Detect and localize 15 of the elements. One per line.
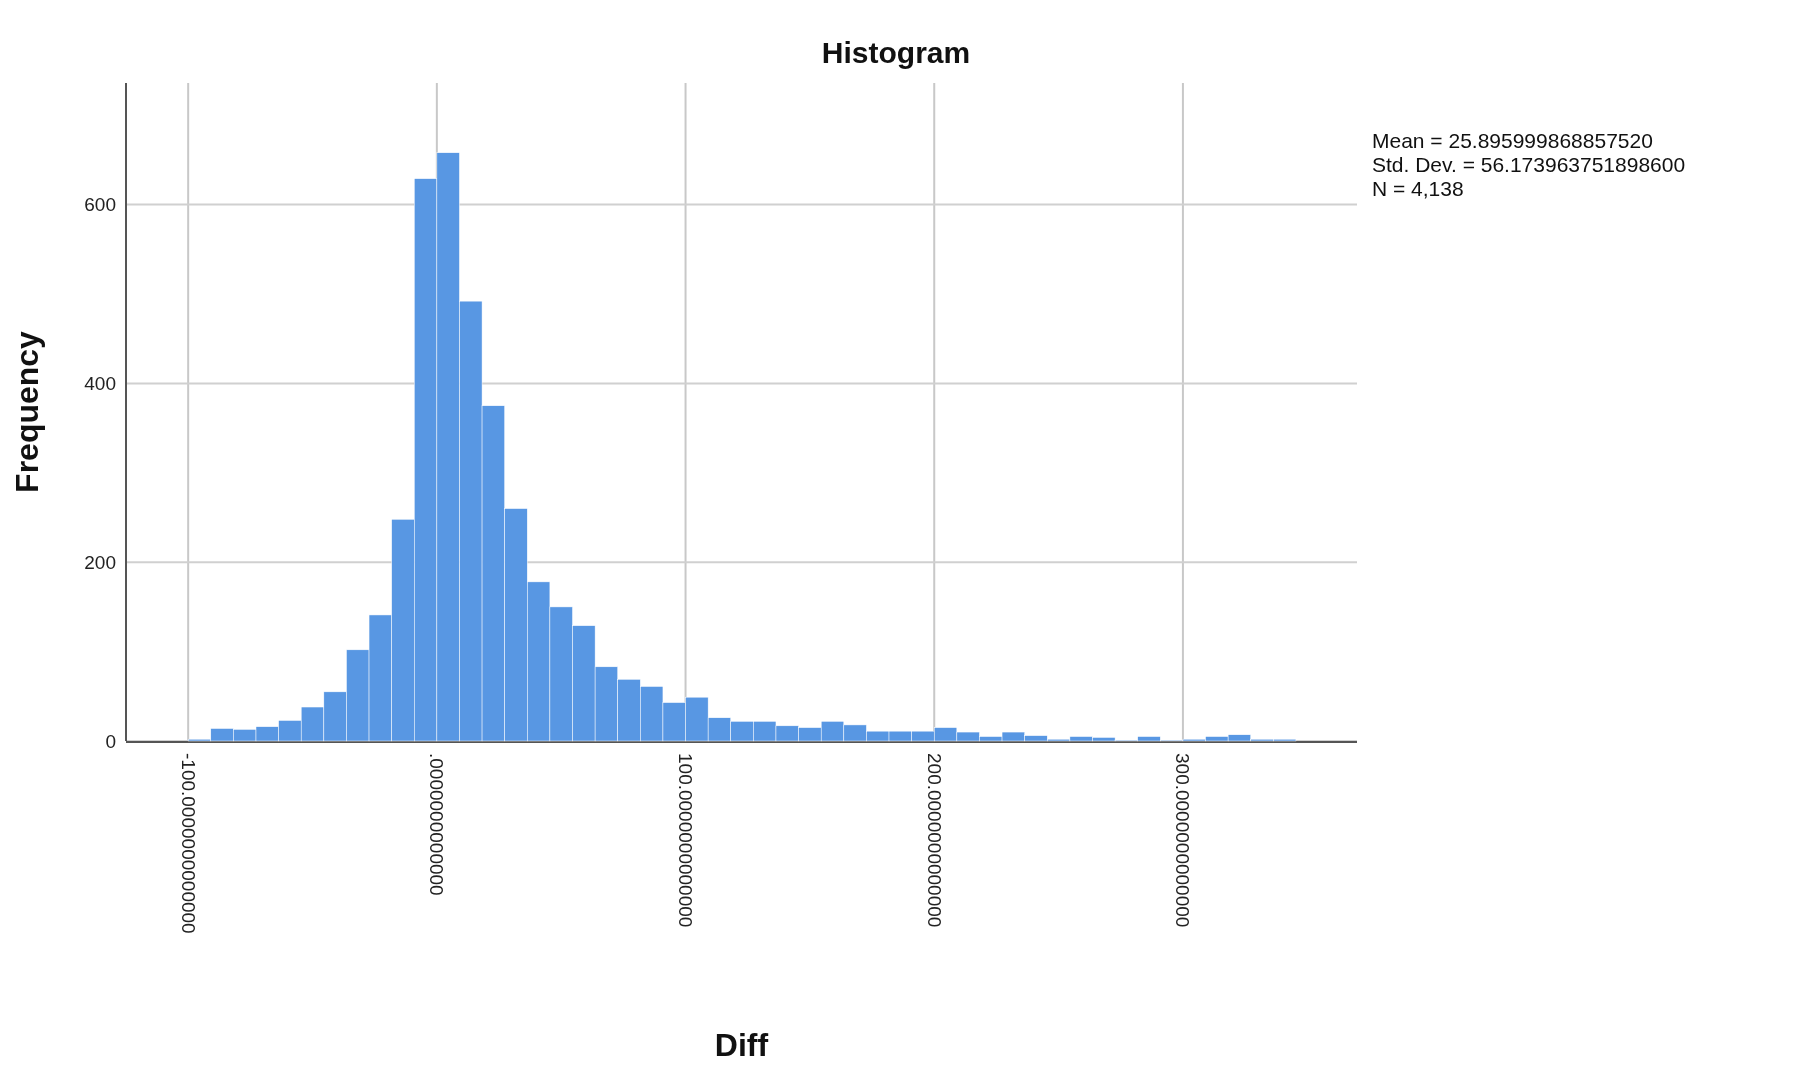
y-tick-label: 400 [84,373,116,395]
y-axis-title: Frequency [9,330,45,493]
text: Std. Dev. = 56.173963751898600 [1372,153,1686,176]
chart-title: Histogram [821,36,971,69]
y-tick-label: 0 [105,730,116,752]
y-tick-label: 200 [84,551,116,573]
x-axis-title: Diff [714,1027,769,1063]
text: N = 4,138 [1372,177,1464,200]
text: Mean = 25.895999868857520 [1372,129,1653,152]
x-tick-label: 300.0000000000000 [1172,753,1194,928]
y-tick-label: 600 [84,194,116,216]
x-tick-label: .0000000000000 [426,753,448,896]
x-tick-label: 200.0000000000000 [923,753,945,928]
x-tick-label: -100.0000000000000 [177,753,199,934]
x-tick-label: 100.0000000000000 [674,753,696,928]
